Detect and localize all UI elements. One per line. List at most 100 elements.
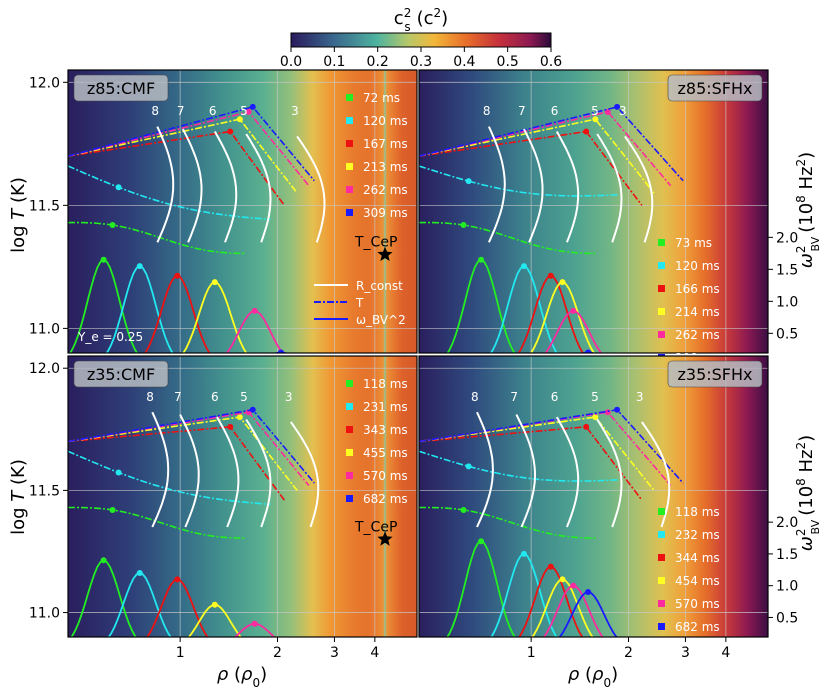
colorbar-tick: 0.2 bbox=[367, 54, 389, 70]
r-const-label: 5 bbox=[240, 104, 248, 118]
ytick-label: 11.5 bbox=[29, 483, 60, 499]
legend-marker bbox=[346, 163, 353, 170]
wbv-marker bbox=[520, 263, 527, 270]
panel-title: z35:CMF bbox=[87, 365, 155, 384]
r-const-label: 7 bbox=[518, 104, 526, 118]
temperature-curve bbox=[68, 450, 271, 506]
r-const-curve bbox=[641, 421, 671, 528]
temperature-curve bbox=[419, 450, 618, 482]
legend-marker bbox=[658, 600, 665, 607]
legend-time: 167 ms bbox=[363, 137, 408, 151]
wbv-marker bbox=[547, 272, 554, 279]
y2tick-label: 1.0 bbox=[776, 579, 798, 595]
ytick-label: 11.0 bbox=[29, 606, 60, 622]
panel-title: z85:CMF bbox=[87, 79, 155, 98]
temperature-marker bbox=[465, 463, 472, 470]
temperature-curve bbox=[419, 118, 655, 194]
temperature-curve bbox=[68, 408, 315, 484]
r-const-label: 3 bbox=[619, 104, 627, 118]
style-legend-label: ω_BV^2 bbox=[356, 313, 406, 327]
wbv-marker bbox=[174, 272, 181, 279]
temperature-curve bbox=[68, 130, 286, 206]
legend-marker bbox=[346, 472, 353, 479]
temperature-marker bbox=[592, 116, 599, 123]
r-const-curve bbox=[515, 414, 537, 528]
legend-time: 118 ms bbox=[363, 377, 408, 391]
legend-time: 309 ms bbox=[363, 206, 408, 220]
legend-time: 213 ms bbox=[363, 160, 408, 174]
temperature-marker bbox=[227, 128, 234, 135]
cs2-background bbox=[68, 70, 417, 353]
wbv-marker bbox=[251, 307, 258, 314]
legend-time: 231 ms bbox=[363, 400, 408, 414]
r-const-label: 7 bbox=[177, 104, 185, 118]
panel-frame bbox=[67, 69, 418, 354]
wbv-marker bbox=[570, 307, 577, 314]
r-const-label: 6 bbox=[551, 390, 559, 404]
legend-time: 120 ms bbox=[363, 114, 408, 128]
colorbar-gradient bbox=[290, 32, 552, 48]
temperature-curve bbox=[68, 118, 298, 194]
r-const-curve bbox=[555, 131, 580, 243]
r-const-curve bbox=[476, 411, 494, 528]
r-const-curve bbox=[216, 416, 240, 528]
temperature-marker bbox=[614, 406, 621, 413]
legend-marker bbox=[346, 403, 353, 410]
wbv-marker bbox=[100, 557, 107, 564]
legend-time: 166 ms bbox=[675, 282, 720, 296]
legend-marker bbox=[346, 449, 353, 456]
r-const-label: 6 bbox=[209, 104, 217, 118]
temperature-marker bbox=[236, 116, 243, 123]
wbv-marker bbox=[211, 601, 218, 608]
legend-time: 214 ms bbox=[675, 305, 720, 319]
temperature-curve bbox=[419, 165, 618, 197]
panel-title-box bbox=[73, 74, 169, 102]
r-const-curve bbox=[151, 411, 170, 528]
temperature-marker bbox=[249, 103, 256, 110]
xtick-label: 1 bbox=[176, 645, 185, 661]
xlabel-right: ρ (ρ0) bbox=[568, 664, 618, 689]
wbv-marker bbox=[478, 256, 485, 263]
panel-title: z85:SFHx bbox=[677, 79, 752, 98]
r-const-curve bbox=[596, 418, 623, 528]
temperature-marker bbox=[583, 423, 590, 430]
r-const-curve bbox=[213, 131, 238, 243]
legend-marker bbox=[658, 531, 665, 538]
temperature-curve bbox=[419, 506, 598, 539]
legend-time: 118 ms bbox=[675, 505, 720, 519]
r-const-curve bbox=[290, 421, 320, 528]
temperature-curve bbox=[419, 408, 684, 484]
panel-title-box bbox=[667, 360, 763, 388]
r-const-curve bbox=[245, 418, 272, 528]
style-legend-label: T bbox=[355, 296, 364, 310]
legend-time: 120 ms bbox=[675, 259, 720, 273]
colorbar-label: c2 s (c2) bbox=[394, 6, 448, 34]
xtick-label: 1 bbox=[527, 645, 536, 661]
r-const-curve bbox=[555, 416, 580, 528]
legend-marker bbox=[346, 140, 353, 147]
r-const-label: 5 bbox=[591, 390, 599, 404]
tcep-star bbox=[377, 246, 393, 261]
wbv-marker bbox=[559, 576, 566, 583]
temperature-curve bbox=[68, 105, 315, 182]
xtick-label: 2 bbox=[624, 645, 633, 661]
temperature-marker bbox=[245, 108, 252, 115]
legend-time: 262 ms bbox=[675, 328, 720, 342]
legend-time: 570 ms bbox=[363, 469, 408, 483]
legend-marker bbox=[346, 426, 353, 433]
xtick-label: 4 bbox=[370, 645, 379, 661]
legend-marker bbox=[346, 495, 353, 502]
legend-time: 455 ms bbox=[363, 446, 408, 460]
temperature-curve bbox=[419, 106, 684, 182]
r-const-label: 8 bbox=[471, 390, 479, 404]
temperature-marker bbox=[460, 506, 467, 513]
xlabel-left: ρ (ρ0) bbox=[217, 664, 267, 689]
wbv-marker bbox=[251, 620, 258, 627]
temperature-marker bbox=[583, 128, 590, 135]
temperature-marker bbox=[227, 423, 234, 430]
legend-marker bbox=[346, 94, 353, 101]
legend-marker bbox=[658, 262, 665, 269]
legend-time: 682 ms bbox=[675, 620, 720, 634]
wbv-marker bbox=[211, 279, 218, 286]
